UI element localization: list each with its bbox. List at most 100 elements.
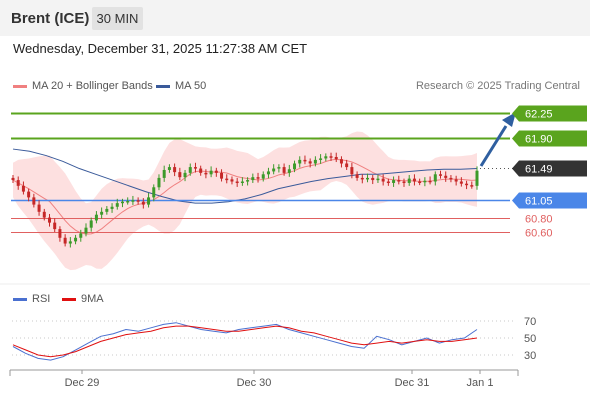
candle-body [74,237,78,242]
candle-body [381,178,385,182]
rsi-ma-label: 9MA [81,293,104,305]
candle-body [225,178,229,181]
candle-body [167,167,171,170]
candle-body [240,181,244,184]
candle-body [287,169,291,173]
candle-body [329,156,333,158]
candle-body [47,217,51,223]
candle-body [428,180,432,183]
x-axis-ticks: Dec 29 Dec 30 Dec 31 Jan 1 [65,370,494,389]
candle-body [475,170,479,186]
rsi-tick-30: 30 [524,350,536,362]
candle-body [345,163,349,168]
ma20-swatch [13,84,27,88]
candle-body [58,229,62,238]
candle-body [261,174,265,179]
candle-body [324,156,328,159]
candle-body [256,177,260,179]
candle-body [392,180,396,183]
rsi-label: RSI [32,293,51,305]
candle-body [339,159,343,164]
ma50-swatch [156,84,170,88]
level-label-61.05: 61.05 [525,196,553,208]
arrow-shaft [479,125,508,167]
candle-body [120,201,124,204]
candle-body [162,169,166,178]
candle-body [89,220,93,228]
rsi-ma-swatch [62,297,76,301]
candle-body [465,183,469,186]
ma50-label: MA 50 [175,80,207,92]
x-tick-label: Dec 30 [237,377,272,389]
level-label-60.80: 60.80 [525,214,553,226]
candle-body [433,174,437,182]
ma50-line [12,148,478,204]
candle-body [204,172,208,175]
candle-body [303,159,307,162]
candle-body [136,200,140,202]
candle-body [42,211,46,218]
level-tag-61.05 [512,192,587,209]
candle-body [459,181,463,184]
interval-selector[interactable]: 30 MIN [92,7,143,30]
candle-body [246,180,250,182]
level-label-61.49: 61.49 [525,164,553,176]
candle-body [402,181,406,184]
projection-arrow [479,112,516,167]
candle-body [37,204,41,212]
candle-body [371,177,375,181]
level-tag-61.90 [512,130,587,147]
candle-body [266,171,270,175]
copyright-text: Research © 2025 Trading Central [415,80,580,92]
candle-body [470,185,474,187]
candle-body [141,201,145,205]
rsi-ma-line [12,325,478,358]
candle-body [214,170,218,173]
candle-body [334,156,338,160]
rsi-line [12,322,478,361]
level-label-60.60: 60.60 [525,228,553,240]
x-tick-label: Dec 29 [65,377,100,389]
candle-body [110,206,114,209]
candle-body [199,168,203,173]
legend-ma50: MA 50 [156,80,206,92]
ma20-label: MA 20 + Bollinger Bands [32,80,153,92]
candle-body [313,159,317,164]
candle-body [220,172,224,179]
level-labels: 62.25 61.90 61.49 61.05 60.80 60.60 [512,105,587,240]
arrow-head [502,112,516,127]
candle-body [444,175,448,178]
timestamp: Wednesday, December 31, 2025 11:27:38 AM… [13,41,308,56]
candle-body [188,167,192,173]
x-tick-label: Jan 1 [467,377,494,389]
level-label-62.25: 62.25 [525,109,553,121]
rsi-swatch [13,297,27,301]
rsi-panel: 70 50 30 [12,316,536,362]
candle-body [418,181,422,184]
chart-header: Brent (ICE) 30 MIN [0,0,590,36]
candle-body [152,187,156,198]
candle-body [27,191,31,198]
candle-body [32,197,36,205]
candle-body [157,177,161,188]
candle-body [105,208,109,212]
candle-body [282,167,286,173]
candle-body [21,185,25,192]
candle-body [272,168,276,172]
candle-body [79,233,83,238]
candle-body [131,200,135,202]
candle-body [178,172,182,178]
legend-ma20: MA 20 + Bollinger Bands [13,80,153,92]
candle-body [100,211,104,215]
candle-body [11,177,15,181]
candle-body [439,174,443,176]
candle-body [230,179,234,182]
candle-body [454,179,458,182]
legend-rsi: RSI [13,293,50,305]
legend-rsi-ma: 9MA [62,293,104,305]
candle-body [397,180,401,182]
candle-body [355,174,359,178]
candle-body [126,200,130,203]
candle-body [386,181,390,184]
